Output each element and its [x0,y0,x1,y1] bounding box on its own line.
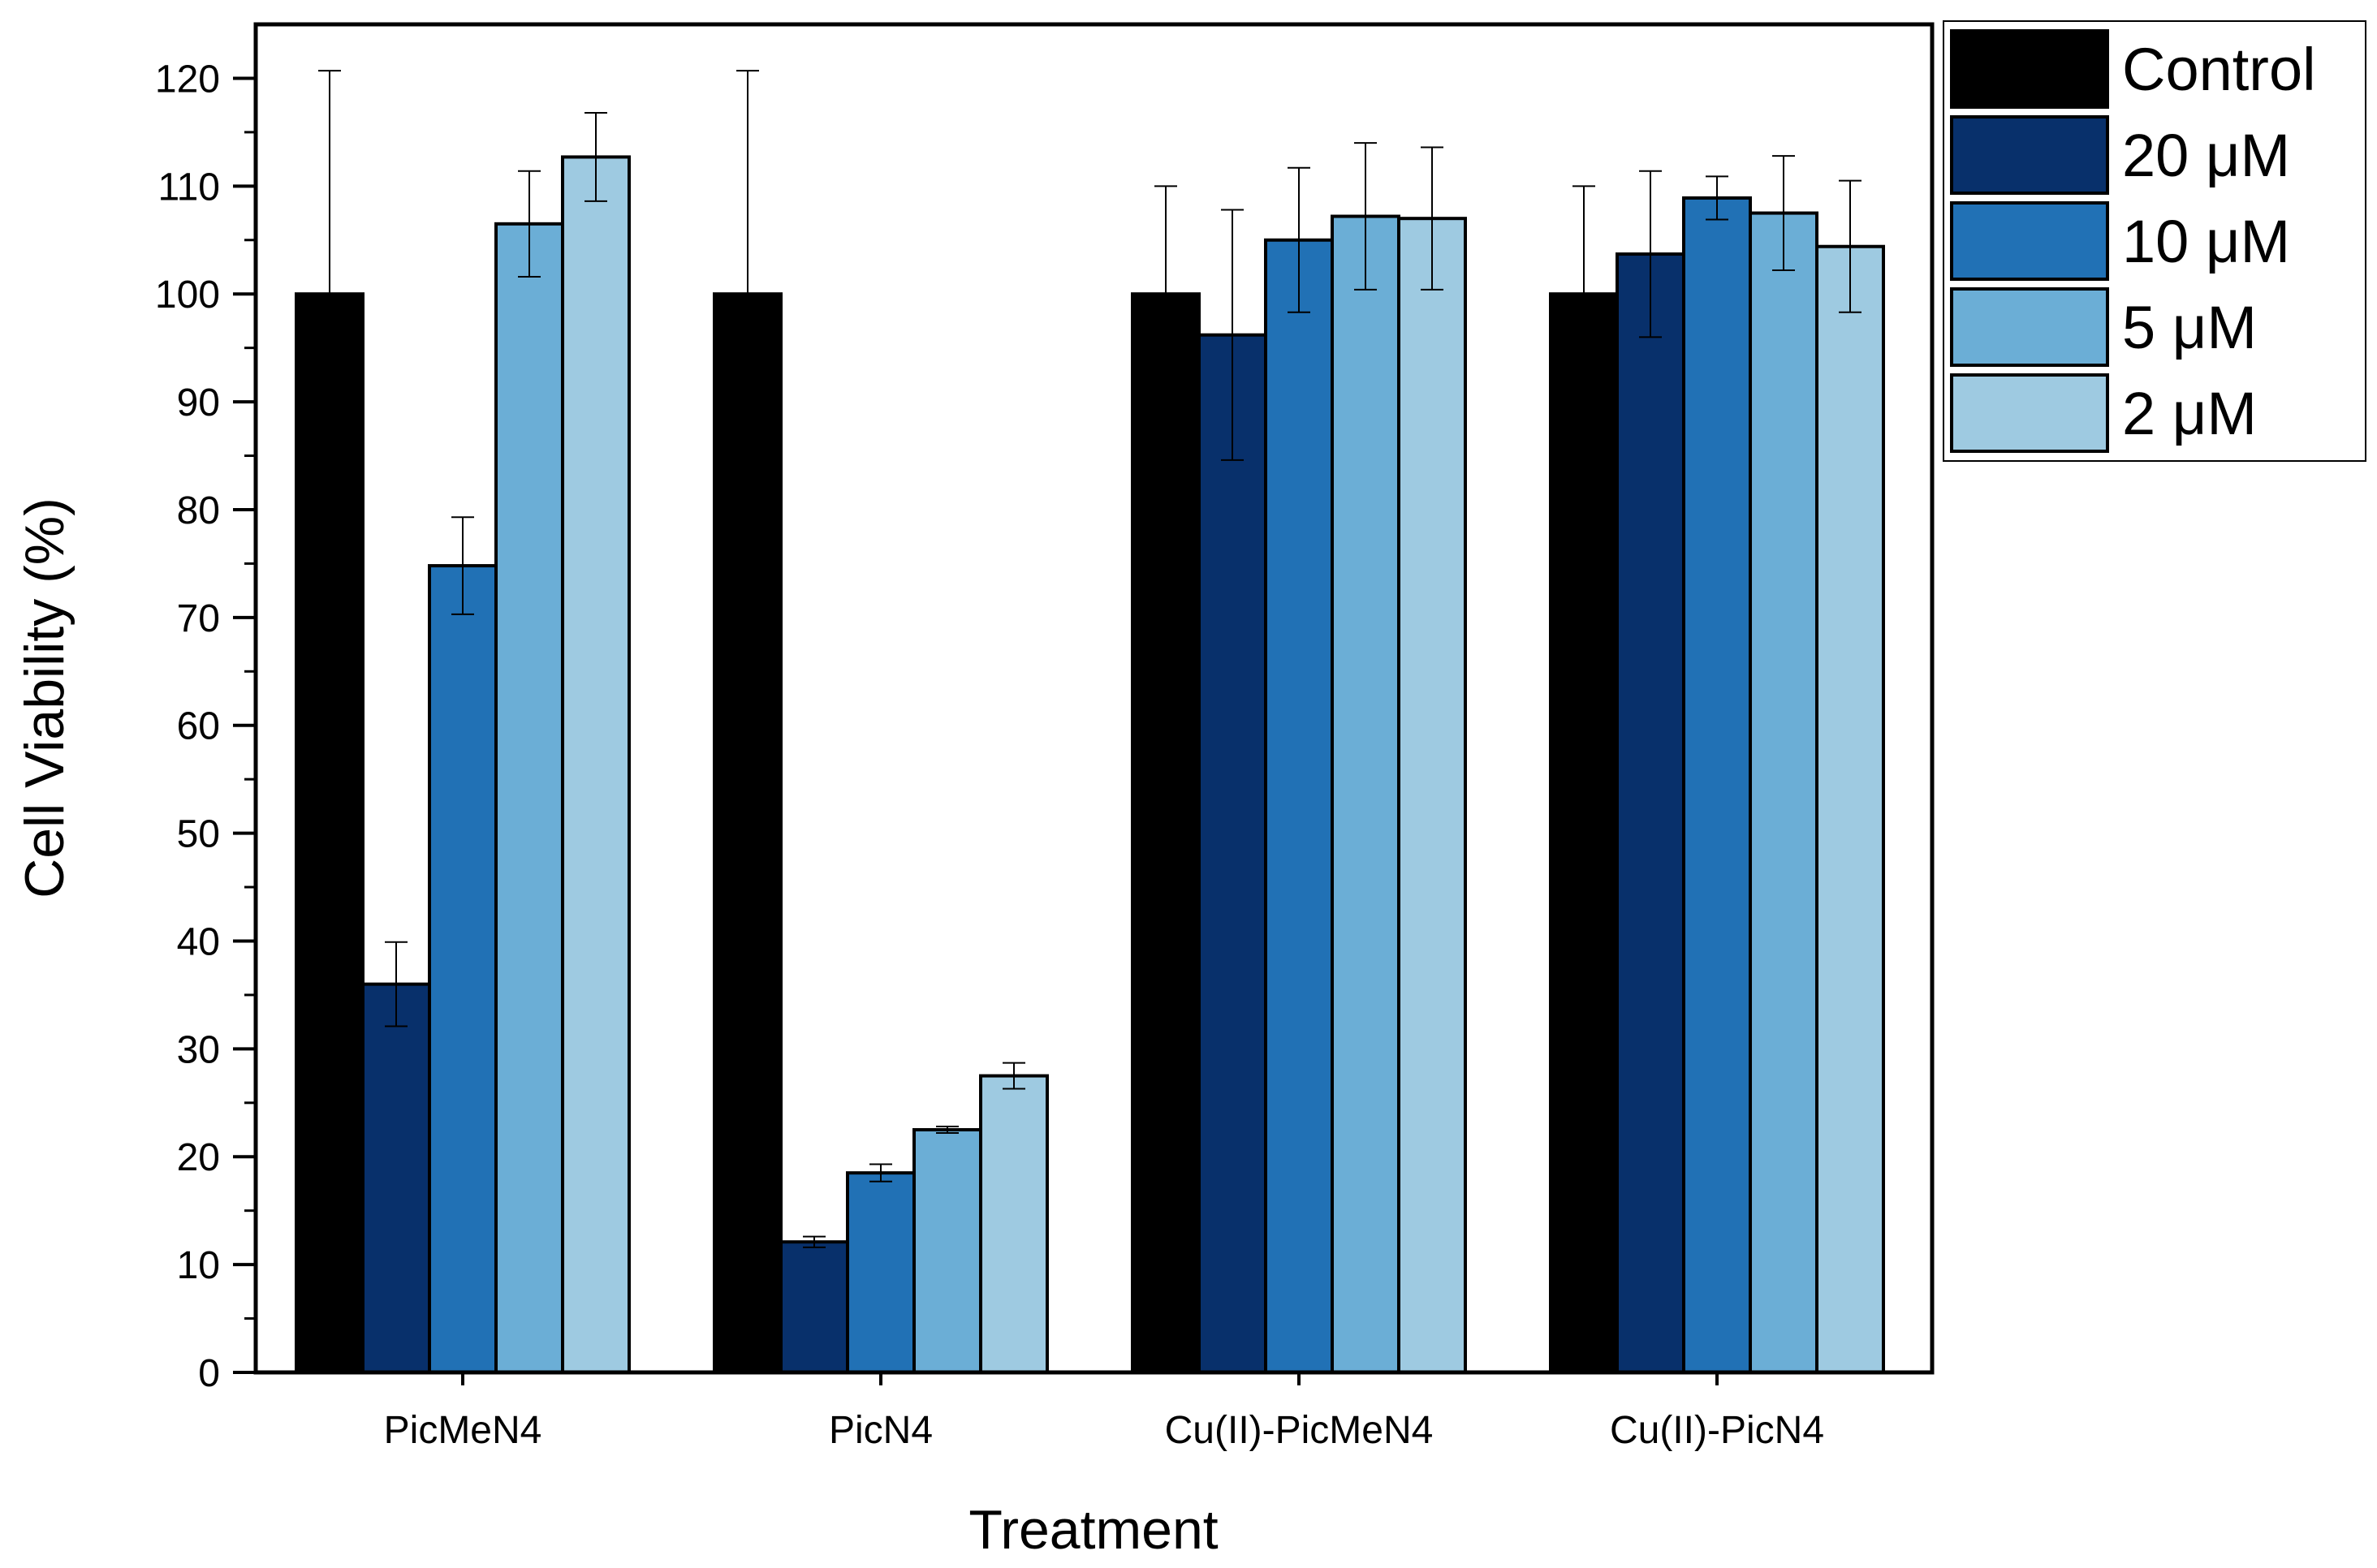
legend-label-control: Control [2122,36,2316,103]
legend: Control 20 μM 10 μM 5 μM 2 μM [1943,20,2366,462]
bar-cu-ii-picmen4-10-m [1264,238,1334,1374]
error-bar-picmen4-2-m [585,111,607,202]
error-bar-cu-ii-picn4-2-m [1839,179,1861,313]
bar-cu-ii-picmen4-5-m [1331,214,1400,1375]
legend-swatch-control [1950,29,2109,109]
y-tick-label-90: 90 [177,381,220,424]
bar-picn4-20-m [779,1240,849,1375]
bar-picn4-2-m [979,1074,1049,1374]
x-tick-label-picn4: PicN4 [829,1409,933,1452]
bar-picmen4-5-m [494,222,564,1374]
y-tick-label-40: 40 [177,920,220,963]
error-bar-cu-ii-picmen4-20-m [1221,209,1244,461]
bar-picmen4-20-m [361,982,431,1374]
bar-cu-ii-picn4-2-m [1815,244,1885,1374]
error-bar-cu-ii-picn4-control [1572,185,1595,403]
bar-cu-ii-picmen4-20-m [1197,333,1267,1374]
bar-cu-ii-picn4-control [1549,292,1619,1375]
plot-frame [253,22,1935,1375]
y-tick-label-0: 0 [198,1352,220,1395]
x-tick-label-cu-ii-picmen4: Cu(II)-PicMeN4 [1165,1409,1434,1452]
error-bar-cu-ii-picmen4-2-m [1421,146,1443,291]
error-bar-cu-ii-picmen4-control [1154,185,1177,403]
y-tick-label-10: 10 [177,1244,220,1287]
error-bar-picn4-5-m [936,1126,959,1135]
error-bar-picn4-control [736,70,759,519]
x-axis: PicMeN4 PicN4 Cu(II)-PicMeN4 Cu(II)-PicN4 [384,1372,1824,1452]
bar-cu-ii-picmen4-control [1131,292,1201,1375]
legend-swatch-10-m [1950,201,2109,281]
bar-picn4-10-m [846,1171,916,1374]
x-axis-title: Treatment [968,1499,1218,1561]
error-bar-cu-ii-picmen4-10-m [1288,166,1310,313]
y-tick-label-110: 110 [157,166,220,209]
bar-cu-ii-picn4-20-m [1616,252,1685,1374]
y-tick-label-30: 30 [177,1028,220,1071]
error-bar-cu-ii-picn4-20-m [1639,170,1662,338]
legend-swatch-2-m [1950,373,2109,453]
error-bar-picmen4-20-m [385,941,408,1027]
y-tick-label-50: 50 [177,813,220,856]
bar-cu-ii-picn4-5-m [1749,211,1818,1374]
error-bar-picmen4-control [318,70,341,519]
bar-picmen4-10-m [428,564,498,1374]
y-tick-label-60: 60 [177,705,220,748]
error-bar-picn4-2-m [1003,1062,1025,1090]
bar-cu-ii-picn4-10-m [1682,196,1752,1375]
legend-label-5-m: 5 μM [2122,294,2257,361]
error-bar-cu-ii-picn4-5-m [1772,155,1795,271]
error-bar-picmen4-10-m [451,516,474,615]
bars-layer [295,155,1885,1375]
legend-label-10-m: 10 μM [2122,208,2290,275]
bar-cu-ii-picmen4-2-m [1397,217,1467,1375]
y-tick-label-20: 20 [177,1136,220,1179]
y-tick-label-100: 100 [155,274,220,317]
legend-swatch-5-m [1950,287,2109,367]
legend-label-20-m: 20 μM [2122,122,2290,189]
legend-swatch-20-m [1950,115,2109,195]
y-tick-label-70: 70 [177,597,220,640]
x-tick-label-picmen4: PicMeN4 [384,1409,542,1452]
error-bars-layer [318,70,1861,1248]
y-tick-label-80: 80 [177,489,220,532]
error-bar-picn4-20-m [803,1235,826,1248]
x-tick-label-cu-ii-picn4: Cu(II)-PicN4 [1610,1409,1824,1452]
y-axis: 0 10 20 30 40 50 60 70 80 90 100 110 120 [155,58,256,1395]
error-bar-picn4-10-m [869,1163,892,1182]
bar-picmen4-2-m [561,155,631,1375]
bar-picn4-5-m [912,1128,982,1375]
legend-label-2-m: 2 μM [2122,380,2257,447]
error-bar-cu-ii-picmen4-5-m [1354,142,1377,291]
y-tick-label-120: 120 [155,58,220,101]
error-bar-picmen4-5-m [518,170,541,278]
error-bar-cu-ii-picn4-10-m [1706,175,1728,221]
y-axis-title: Cell Viability (%) [14,498,75,898]
